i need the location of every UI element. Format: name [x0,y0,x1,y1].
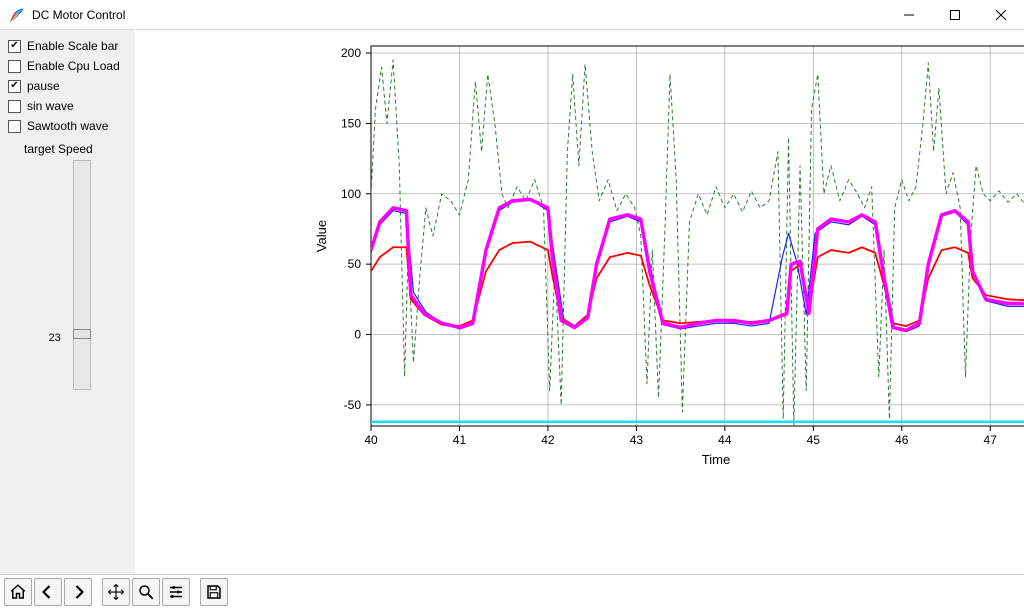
save-button[interactable] [200,578,228,606]
checkbox[interactable] [8,60,21,73]
svg-text:44: 44 [718,433,732,447]
forward-button[interactable] [64,578,92,606]
window-title: DC Motor Control [32,8,886,22]
svg-text:200: 200 [341,46,361,60]
matplotlib-toolbar [0,574,1024,608]
checkbox-label: Sawtooth wave [27,119,108,133]
checkbox-row: sin wave [8,96,131,116]
svg-text:43: 43 [630,433,644,447]
pan-button[interactable] [102,578,130,606]
close-button[interactable] [978,0,1024,30]
svg-text:Time: Time [702,452,730,467]
sidebar: Enable Scale bar Enable Cpu Load pause sin … [0,30,135,574]
checkbox[interactable] [8,80,21,93]
scale-label: target Speed [24,142,93,156]
svg-text:0: 0 [354,328,361,342]
svg-text:-50: -50 [344,398,362,412]
home-button[interactable] [4,578,32,606]
titlebar: DC Motor Control [0,0,1024,30]
zoom-button[interactable] [132,578,160,606]
checkbox-row: Enable Cpu Load [8,56,131,76]
checkbox-row: pause [8,76,131,96]
checkbox-label: pause [27,79,60,93]
minimize-button[interactable] [886,0,932,30]
checkbox[interactable] [8,100,21,113]
svg-text:40: 40 [364,433,378,447]
back-button[interactable] [34,578,62,606]
checkbox-row: Sawtooth wave [8,116,131,136]
checkbox[interactable] [8,40,21,53]
checkbox-label: Enable Cpu Load [27,59,120,73]
checkbox[interactable] [8,120,21,133]
chart: 40 41 42 43 44 45 46 47 -50 0 50 100 150 200 Time Value… [135,30,1024,574]
svg-text:100: 100 [341,187,361,201]
scale-widget: target Speed 23 [8,142,131,390]
scale-thumb[interactable] [73,329,91,339]
svg-text:45: 45 [807,433,821,447]
tk-feather-icon [8,6,26,24]
checkbox-label: sin wave [27,99,74,113]
scale-track[interactable] [73,160,91,390]
svg-text:46: 46 [895,433,909,447]
svg-text:42: 42 [541,433,555,447]
configure-button[interactable] [162,578,190,606]
svg-text:41: 41 [453,433,467,447]
svg-text:50: 50 [348,257,362,271]
plot-area: 40 41 42 43 44 45 46 47 -50 0 50 100 150 200 Time Value… [135,30,1024,574]
svg-text:Value: Value [314,220,329,252]
svg-text:47: 47 [984,433,998,447]
checkbox-label: Enable Scale bar [27,39,118,53]
svg-text:150: 150 [341,116,361,130]
scale-value: 23 [49,332,61,344]
maximize-button[interactable] [932,0,978,30]
checkbox-row: Enable Scale bar [8,36,131,56]
